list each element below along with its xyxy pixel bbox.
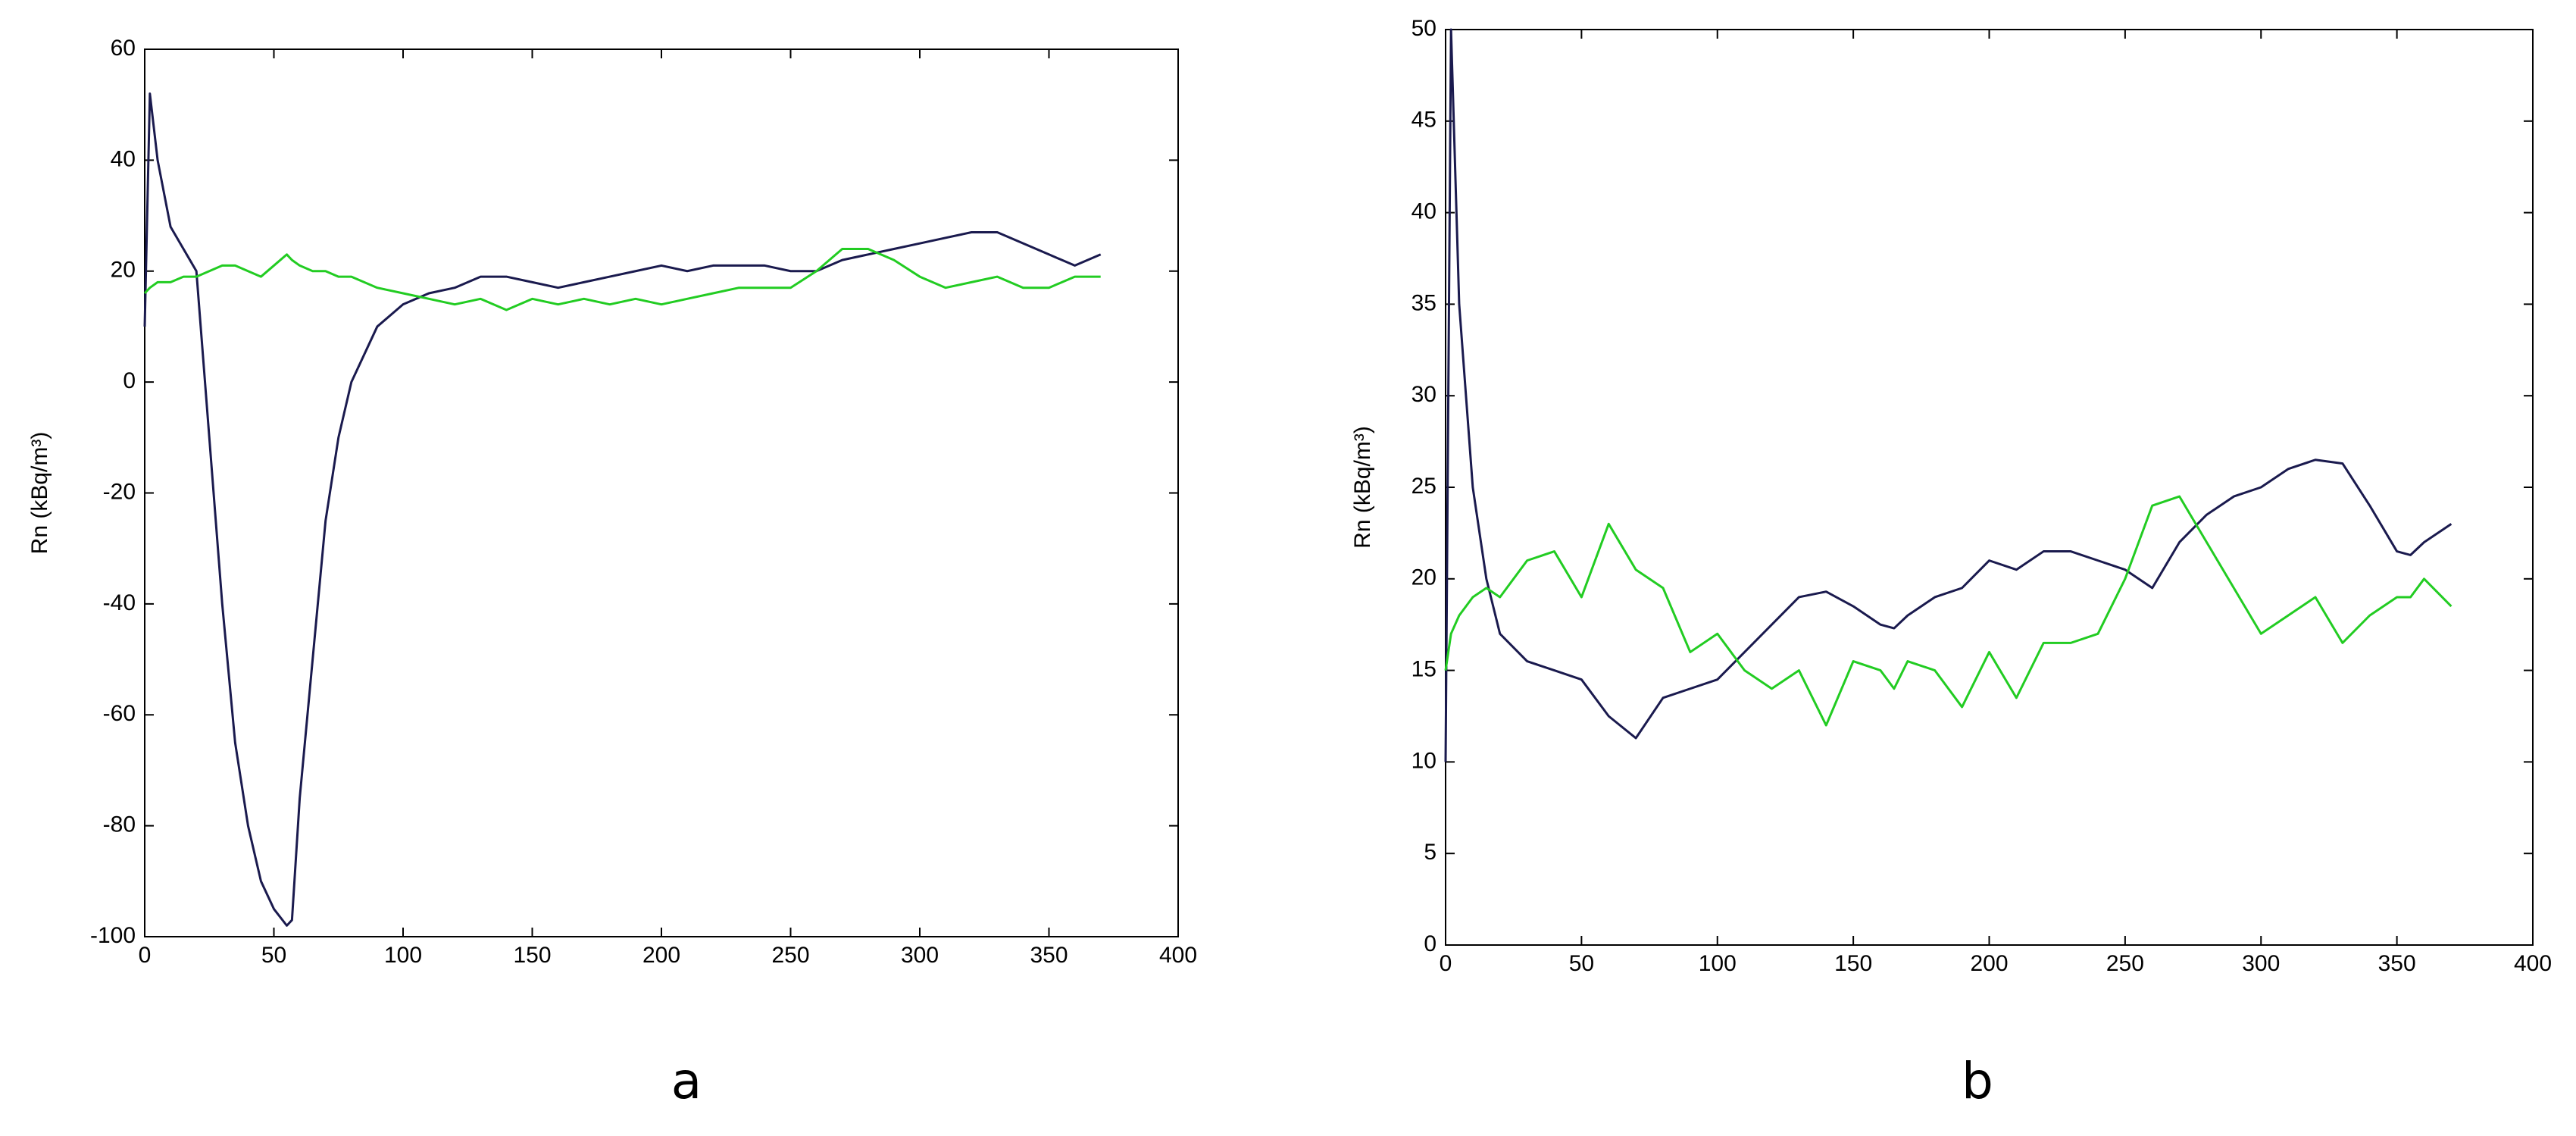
x-tick-label: 250	[2106, 951, 2144, 976]
y-tick-label: 20	[1411, 565, 1436, 590]
x-tick-label: 100	[1699, 951, 1737, 976]
caption: b	[1962, 1052, 1993, 1110]
y-tick-label: -100	[90, 923, 136, 948]
data-line	[1444, 495, 2453, 727]
y-tick-label: 35	[1411, 290, 1436, 315]
x-tick-label: 150	[1834, 951, 1872, 976]
x-tick-label: 350	[2378, 951, 2416, 976]
x-tick-label: 100	[384, 943, 422, 968]
y-tick-label: 0	[123, 368, 136, 393]
y-tick-label: 40	[1411, 199, 1436, 224]
y-tick-label: -20	[103, 479, 136, 504]
y-tick-label: -40	[103, 590, 136, 615]
data-line	[1444, 28, 2453, 762]
x-tick-label: 200	[642, 943, 680, 968]
y-tick-label: 5	[1424, 840, 1436, 865]
y-tick-label: 25	[1411, 474, 1436, 499]
x-tick-label: 200	[1970, 951, 2008, 976]
caption: a	[671, 1052, 702, 1110]
x-tick-label: 350	[1030, 943, 1068, 968]
x-tick-label: 50	[261, 943, 286, 968]
y-tick-label: 60	[111, 36, 136, 61]
y-tick-label: 30	[1411, 382, 1436, 407]
y-axis-label: Rn (kBq/m³)	[27, 432, 52, 555]
y-tick-label: -60	[103, 701, 136, 726]
data-line	[143, 92, 1102, 927]
y-axis-label: Rn (kBq/m³)	[1350, 426, 1375, 549]
x-tick-label: 250	[771, 943, 809, 968]
x-tick-label: 300	[2242, 951, 2280, 976]
x-tick-label: 0	[139, 943, 152, 968]
y-tick-label: -80	[103, 812, 136, 837]
y-tick-label: 0	[1424, 931, 1436, 956]
plot-area	[1445, 29, 2534, 946]
y-tick-label: 20	[111, 258, 136, 283]
y-tick-label: 50	[1411, 16, 1436, 41]
y-tick-label: 40	[111, 146, 136, 171]
y-tick-label: 45	[1411, 108, 1436, 133]
x-tick-label: 150	[513, 943, 551, 968]
x-tick-label: 300	[901, 943, 939, 968]
y-tick-label: 15	[1411, 657, 1436, 682]
y-tick-label: 10	[1411, 748, 1436, 773]
x-tick-label: 0	[1440, 951, 1452, 976]
x-tick-label: 50	[1569, 951, 1594, 976]
x-tick-label: 400	[1159, 943, 1197, 968]
data-line	[143, 247, 1101, 311]
x-tick-label: 400	[2514, 951, 2552, 976]
plot-area	[144, 49, 1179, 937]
